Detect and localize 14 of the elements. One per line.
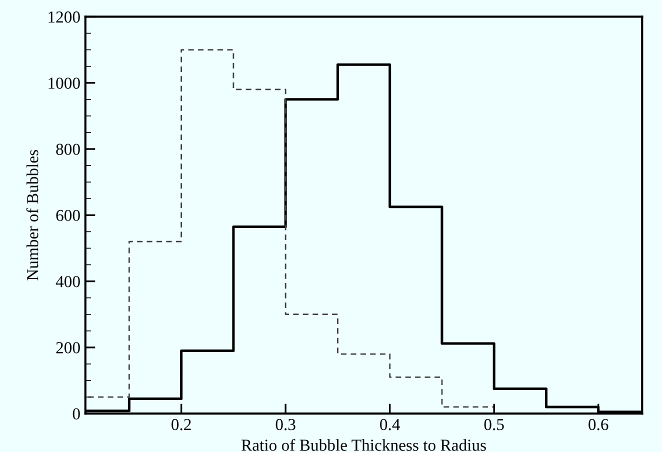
x-tick-label: 0.4 <box>380 418 400 430</box>
x-tick-label: 0.3 <box>276 418 296 430</box>
y-axis-title: Number of Bubbles <box>26 150 38 280</box>
x-axis-title: Ratio of Bubble Thickness to Radius <box>241 438 486 451</box>
y-tick-label: 1000 <box>48 78 80 89</box>
x-tick-label: 0.5 <box>484 418 504 430</box>
y-tick-label: 600 <box>56 210 80 222</box>
x-tick-label: 0.2 <box>172 418 191 430</box>
y-tick-label: 400 <box>56 276 80 288</box>
x-tick-label: 0.6 <box>588 418 608 430</box>
y-tick-label: 1200 <box>48 11 80 23</box>
y-tick-label: 200 <box>56 342 80 354</box>
y-tick-label: 0 <box>72 408 80 420</box>
y-tick-label: 800 <box>56 144 80 155</box>
